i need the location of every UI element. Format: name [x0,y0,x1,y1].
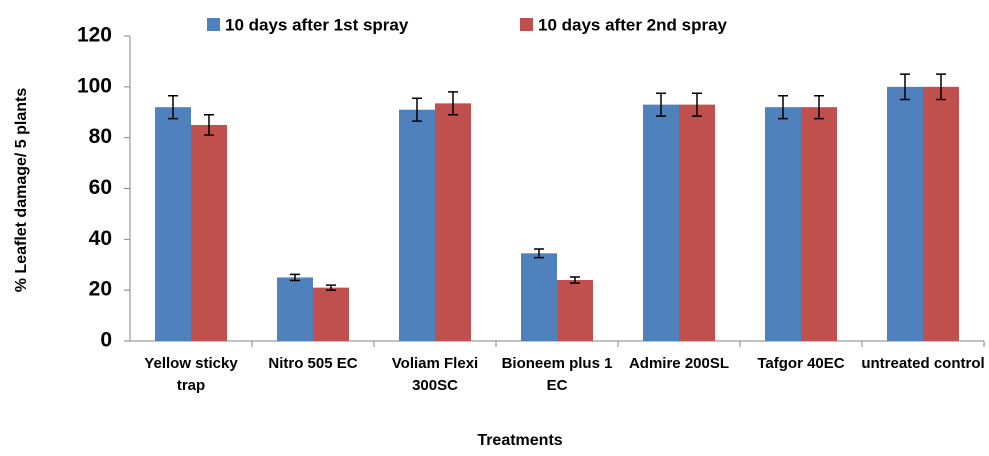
bar [435,103,471,342]
bar [277,277,313,341]
x-tick-label: Yellow sticky trap [144,355,238,394]
y-tick-label: 40 [89,227,112,250]
bar [801,107,837,342]
error-bar [326,284,336,291]
y-tick-label: 20 [89,278,112,301]
error-bar [290,273,300,282]
error-bar [204,114,214,136]
x-tick-label: Voliam Flexi 300SC [391,355,479,394]
y-tick-label: 120 [77,24,112,47]
x-tick-label: Tafgor 40EC [757,355,845,372]
error-bar [168,94,178,120]
x-tick-label: Nitro 505 EC [268,355,358,372]
y-tick-label: 60 [89,176,112,199]
y-tick-label: 80 [89,125,112,148]
bar [679,104,715,341]
legend-label: 10 days after 2nd spray [538,15,728,34]
error-bar [778,94,788,120]
bar [521,253,557,341]
error-bar [692,92,702,117]
error-bar [570,276,580,284]
legend-swatch [207,18,220,31]
x-tick-label: Bioneem plus 1 EC [501,355,613,394]
bar [399,109,435,341]
bar [155,107,191,342]
bar [643,104,679,341]
bar [923,86,959,341]
error-bar [534,248,544,259]
x-tick-label: untreated control [861,355,985,372]
bar [557,280,593,341]
error-bar [814,94,824,120]
x-tick-label: Admire 200SL [628,355,730,372]
error-bar [448,91,458,116]
error-bar [900,73,910,101]
error-bar [656,92,666,117]
bar [765,107,801,342]
error-bar [412,97,422,122]
legend-label: 10 days after 1st spray [225,15,409,34]
bar [887,86,923,341]
y-axis-title: % Leaflet damage/ 5 plants [13,88,30,293]
legend-swatch [520,18,533,31]
x-axis-title: Treatments [477,432,562,449]
y-tick-label: 0 [100,329,112,352]
error-bar [936,73,946,101]
bar [191,124,227,341]
bar [313,287,349,341]
y-tick-label: 100 [77,74,112,97]
